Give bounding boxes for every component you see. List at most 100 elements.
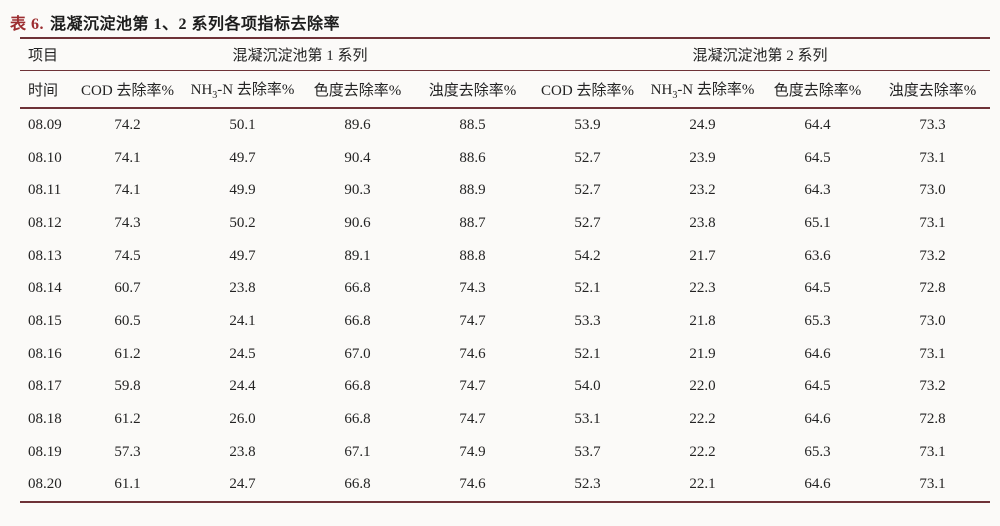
value-cell: 73.0 xyxy=(919,182,946,199)
value-cell: 73.0 xyxy=(919,312,946,329)
value-cell: 61.2 xyxy=(114,411,141,428)
value-cell: 64.6 xyxy=(804,476,831,493)
value-cell: 73.2 xyxy=(919,378,946,395)
table-row: 08.16 61.2 24.5 67.0 74.6 52.1 21.9 64.6 73.1 xyxy=(20,338,990,371)
value-cell: 50.1 xyxy=(229,116,256,133)
value-cell: 53.1 xyxy=(574,411,601,428)
nh3n-suffix: -N 去除率% xyxy=(217,81,295,98)
value-cell: 73.1 xyxy=(919,214,946,231)
table-number-label: 表 6. xyxy=(10,16,45,33)
value-cell: 24.4 xyxy=(229,378,256,395)
value-cell: 23.2 xyxy=(689,182,716,199)
value-cell: 21.7 xyxy=(689,247,716,264)
value-cell: 65.3 xyxy=(804,443,831,460)
value-cell: 74.7 xyxy=(459,312,486,329)
value-cell: 21.8 xyxy=(689,312,716,329)
removal-rate-table: 项目 混凝沉淀池第 1 系列 混凝沉淀池第 2 系列 时间 COD 去除率% N… xyxy=(20,37,991,504)
value-cell: 74.3 xyxy=(114,214,141,231)
value-cell: 73.1 xyxy=(919,476,946,493)
value-cell: 73.1 xyxy=(919,443,946,460)
value-cell: 74.6 xyxy=(459,345,486,362)
value-cell: 90.4 xyxy=(344,149,371,166)
value-cell: 65.1 xyxy=(804,214,831,231)
value-cell: 49.9 xyxy=(229,182,256,199)
value-cell: 74.7 xyxy=(459,411,486,428)
value-cell: 53.7 xyxy=(574,443,601,460)
value-cell: 60.5 xyxy=(114,312,141,329)
value-cell: 24.1 xyxy=(229,312,256,329)
value-cell: 64.5 xyxy=(804,149,831,166)
value-cell: 52.1 xyxy=(574,345,601,362)
value-cell: 64.6 xyxy=(804,411,831,428)
table-title: 表 6. 混凝沉淀池第 1、2 系列各项指标去除率 xyxy=(0,0,1000,37)
date-cell: 08.13 xyxy=(28,247,62,264)
value-cell: 23.8 xyxy=(689,214,716,231)
value-cell: 52.7 xyxy=(574,182,601,199)
group-header-series1: 混凝沉淀池第 1 系列 xyxy=(70,38,531,71)
table-row: 08.14 60.7 23.8 66.8 74.3 52.1 22.3 64.5 72.8 xyxy=(20,272,990,305)
value-cell: 53.3 xyxy=(574,312,601,329)
value-cell: 67.1 xyxy=(344,443,371,460)
value-cell: 73.1 xyxy=(919,149,946,166)
value-cell: 61.2 xyxy=(114,345,141,362)
column-header-cod-s1: COD 去除率% xyxy=(70,70,185,109)
value-cell: 52.7 xyxy=(574,214,601,231)
value-cell: 61.1 xyxy=(114,476,141,493)
value-cell: 74.3 xyxy=(459,280,486,297)
value-cell: 52.1 xyxy=(574,280,601,297)
value-cell: 88.6 xyxy=(459,149,486,166)
date-cell: 08.11 xyxy=(28,182,62,199)
value-cell: 66.8 xyxy=(344,476,371,493)
value-cell: 74.2 xyxy=(114,116,141,133)
column-header-time: 时间 xyxy=(20,70,70,109)
value-cell: 74.9 xyxy=(459,443,486,460)
table-row: 08.19 57.3 23.8 67.1 74.9 53.7 22.2 65.3 73.1 xyxy=(20,436,990,469)
value-cell: 22.0 xyxy=(689,378,716,395)
value-cell: 64.5 xyxy=(804,378,831,395)
value-cell: 67.0 xyxy=(344,345,371,362)
date-cell: 08.12 xyxy=(28,214,62,231)
value-cell: 88.5 xyxy=(459,116,486,133)
column-header-cod-s2: COD 去除率% xyxy=(530,70,646,109)
table-row: 08.17 59.8 24.4 66.8 74.7 54.0 22.0 64.5 73.2 xyxy=(20,371,990,404)
value-cell: 24.7 xyxy=(229,476,256,493)
value-cell: 74.7 xyxy=(459,378,486,395)
table-row: 08.10 74.1 49.7 90.4 88.6 52.7 23.9 64.5 73.1 xyxy=(20,142,990,175)
value-cell: 21.9 xyxy=(689,345,716,362)
value-cell: 89.1 xyxy=(344,247,371,264)
nh3n-subscript: 3 xyxy=(672,89,678,101)
nh3n-suffix: -N 去除率% xyxy=(677,81,755,98)
value-cell: 22.3 xyxy=(689,280,716,297)
value-cell: 64.3 xyxy=(804,182,831,199)
column-header-chroma-s2: 色度去除率% xyxy=(760,70,876,109)
value-cell: 64.4 xyxy=(804,116,831,133)
table-row: 08.15 60.5 24.1 66.8 74.7 53.3 21.8 65.3 73.0 xyxy=(20,305,990,338)
value-cell: 53.9 xyxy=(574,116,601,133)
date-cell: 08.10 xyxy=(28,149,62,166)
value-cell: 66.8 xyxy=(344,378,371,395)
value-cell: 59.8 xyxy=(114,378,141,395)
value-cell: 72.8 xyxy=(919,280,946,297)
group-header-row: 项目 混凝沉淀池第 1 系列 混凝沉淀池第 2 系列 xyxy=(20,38,991,71)
value-cell: 54.0 xyxy=(574,378,601,395)
value-cell: 52.3 xyxy=(574,476,601,493)
value-cell: 57.3 xyxy=(114,443,141,460)
group-header-item: 项目 xyxy=(20,38,70,71)
value-cell: 22.1 xyxy=(689,476,716,493)
table-row: 08.12 74.3 50.2 90.6 88.7 52.7 23.8 65.1 73.1 xyxy=(20,207,990,240)
value-cell: 74.1 xyxy=(114,149,141,166)
value-cell: 49.7 xyxy=(229,247,256,264)
value-cell: 50.2 xyxy=(229,214,256,231)
value-cell: 23.9 xyxy=(689,149,716,166)
value-cell: 74.6 xyxy=(459,476,486,493)
date-cell: 08.14 xyxy=(28,280,62,297)
table-row: 08.18 61.2 26.0 66.8 74.7 53.1 22.2 64.6 72.8 xyxy=(20,403,990,436)
column-header-row: 时间 COD 去除率% NH3-N 去除率% 色度去除率% 浊度去除率% COD… xyxy=(20,70,991,109)
value-cell: 63.6 xyxy=(804,247,831,264)
value-cell: 24.5 xyxy=(229,345,256,362)
value-cell: 64.6 xyxy=(804,345,831,362)
value-cell: 54.2 xyxy=(574,247,601,264)
value-cell: 73.3 xyxy=(919,116,946,133)
value-cell: 66.8 xyxy=(344,411,371,428)
